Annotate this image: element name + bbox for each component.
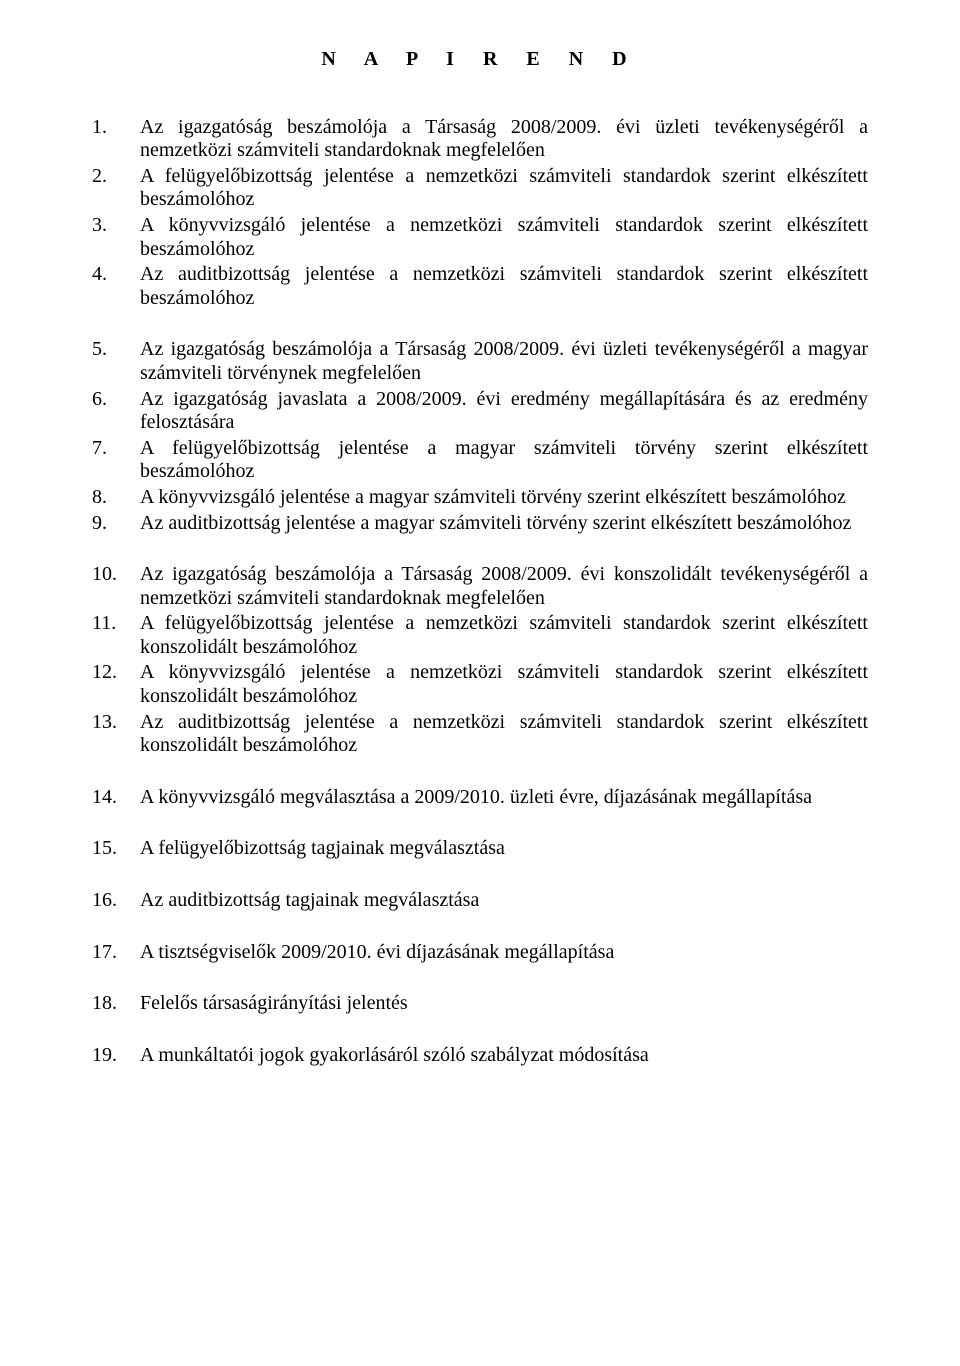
item-number: 19. <box>92 1044 140 1068</box>
item-number: 2. <box>92 165 140 189</box>
agenda-group-1: 1. Az igazgatóság beszámolója a Társaság… <box>92 116 868 311</box>
item-text: A könyvvizsgáló jelentése a magyar számv… <box>140 486 868 510</box>
list-item: 7. A felügyelőbizottság jelentése a magy… <box>92 437 868 484</box>
item-number: 5. <box>92 338 140 362</box>
item-number: 1. <box>92 116 140 140</box>
item-number: 6. <box>92 388 140 412</box>
item-text: Az igazgatóság beszámolója a Társaság 20… <box>140 563 868 610</box>
agenda-group-7: 17. A tisztségviselők 2009/2010. évi díj… <box>92 941 868 965</box>
list-item: 16. Az auditbizottság tagjainak megválas… <box>92 889 868 913</box>
item-text: Az auditbizottság jelentése a magyar szá… <box>140 512 868 536</box>
list-item: 6. Az igazgatóság javaslata a 2008/2009.… <box>92 388 868 435</box>
item-text: A könyvvizsgáló jelentése a nemzetközi s… <box>140 661 868 708</box>
item-text: A felügyelőbizottság jelentése a magyar … <box>140 437 868 484</box>
item-text: Az igazgatóság beszámolója a Társaság 20… <box>140 338 868 385</box>
item-text: Az auditbizottság jelentése a nemzetközi… <box>140 711 868 758</box>
list-item: 17. A tisztségviselők 2009/2010. évi díj… <box>92 941 868 965</box>
agenda-group-5: 15. A felügyelőbizottság tagjainak megvá… <box>92 837 868 861</box>
item-text: A felügyelőbizottság tagjainak megválasz… <box>140 837 868 861</box>
agenda-group-8: 18. Felelős társaságirányítási jelentés <box>92 992 868 1016</box>
item-text: Az igazgatóság javaslata a 2008/2009. év… <box>140 388 868 435</box>
item-number: 11. <box>92 612 140 636</box>
item-text: A könyvvizsgáló jelentése a nemzetközi s… <box>140 214 868 261</box>
list-item: 19. A munkáltatói jogok gyakorlásáról sz… <box>92 1044 868 1068</box>
item-text: Az igazgatóság beszámolója a Társaság 20… <box>140 116 868 163</box>
item-number: 15. <box>92 837 140 861</box>
list-item: 15. A felügyelőbizottság tagjainak megvá… <box>92 837 868 861</box>
page-title: N A P I R E N D <box>92 48 868 72</box>
item-text: A felügyelőbizottság jelentése a nemzetk… <box>140 612 868 659</box>
item-text: A könyvvizsgáló megválasztása a 2009/201… <box>140 786 868 810</box>
agenda-group-4: 14. A könyvvizsgáló megválasztása a 2009… <box>92 786 868 810</box>
list-item: 9. Az auditbizottság jelentése a magyar … <box>92 512 868 536</box>
item-text: Az auditbizottság jelentése a nemzetközi… <box>140 263 868 310</box>
agenda-group-2: 5. Az igazgatóság beszámolója a Társaság… <box>92 338 868 535</box>
item-text: A munkáltatói jogok gyakorlásáról szóló … <box>140 1044 868 1068</box>
item-text: A tisztségviselők 2009/2010. évi díjazás… <box>140 941 868 965</box>
list-item: 10. Az igazgatóság beszámolója a Társasá… <box>92 563 868 610</box>
list-item: 13. Az auditbizottság jelentése a nemzet… <box>92 711 868 758</box>
item-number: 13. <box>92 711 140 735</box>
item-number: 16. <box>92 889 140 913</box>
item-number: 3. <box>92 214 140 238</box>
item-number: 10. <box>92 563 140 587</box>
item-number: 14. <box>92 786 140 810</box>
list-item: 4. Az auditbizottság jelentése a nemzetk… <box>92 263 868 310</box>
agenda-group-9: 19. A munkáltatói jogok gyakorlásáról sz… <box>92 1044 868 1068</box>
list-item: 3. A könyvvizsgáló jelentése a nemzetköz… <box>92 214 868 261</box>
item-text: Az auditbizottság tagjainak megválasztás… <box>140 889 868 913</box>
document-page: N A P I R E N D 1. Az igazgatóság beszám… <box>0 0 960 1366</box>
list-item: 8. A könyvvizsgáló jelentése a magyar sz… <box>92 486 868 510</box>
item-number: 8. <box>92 486 140 510</box>
list-item: 5. Az igazgatóság beszámolója a Társaság… <box>92 338 868 385</box>
list-item: 14. A könyvvizsgáló megválasztása a 2009… <box>92 786 868 810</box>
list-item: 12. A könyvvizsgáló jelentése a nemzetkö… <box>92 661 868 708</box>
agenda-group-3: 10. Az igazgatóság beszámolója a Társasá… <box>92 563 868 758</box>
item-number: 17. <box>92 941 140 965</box>
item-number: 7. <box>92 437 140 461</box>
list-item: 18. Felelős társaságirányítási jelentés <box>92 992 868 1016</box>
list-item: 1. Az igazgatóság beszámolója a Társaság… <box>92 116 868 163</box>
item-text: Felelős társaságirányítási jelentés <box>140 992 868 1016</box>
agenda-group-6: 16. Az auditbizottság tagjainak megválas… <box>92 889 868 913</box>
item-number: 18. <box>92 992 140 1016</box>
list-item: 11. A felügyelőbizottság jelentése a nem… <box>92 612 868 659</box>
item-number: 4. <box>92 263 140 287</box>
item-number: 9. <box>92 512 140 536</box>
item-text: A felügyelőbizottság jelentése a nemzetk… <box>140 165 868 212</box>
list-item: 2. A felügyelőbizottság jelentése a nemz… <box>92 165 868 212</box>
item-number: 12. <box>92 661 140 685</box>
